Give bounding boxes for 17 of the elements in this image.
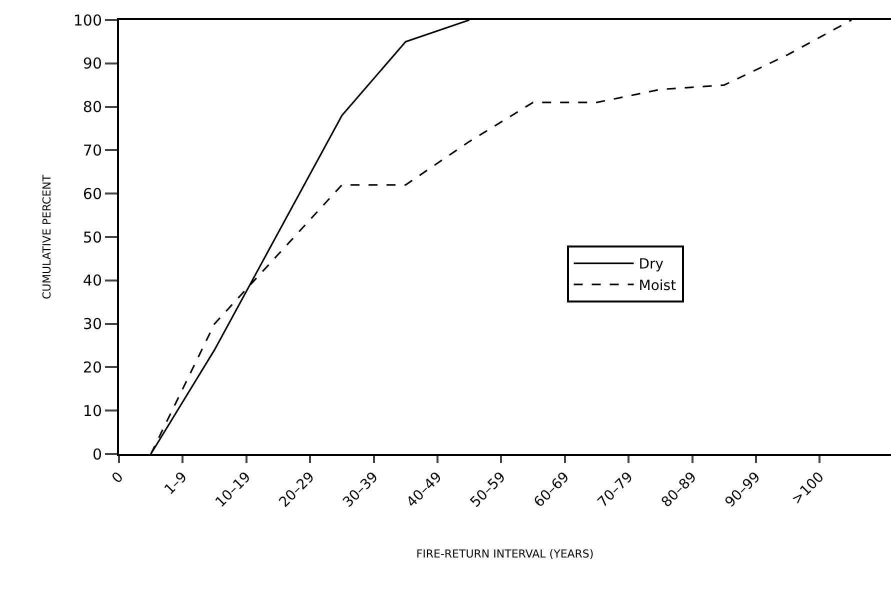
y-tick-label: 10: [82, 402, 102, 420]
y-tick-label: 0: [92, 445, 102, 464]
y-tick-label: 70: [82, 141, 102, 160]
x-tick-label: 1–9: [162, 469, 190, 498]
y-tick-label: 50: [82, 228, 102, 246]
legend-label: Moist: [638, 278, 677, 294]
y-tick-label: 30: [82, 315, 102, 334]
y-tick-label: 90: [82, 54, 102, 73]
x-tick-label: 0: [109, 469, 127, 487]
y-tick-label: 80: [82, 98, 102, 116]
y-axis-title: CUMULATIVE PERCENT: [40, 174, 54, 300]
y-tick-label: 20: [82, 358, 102, 376]
y-tick-label: 60: [82, 184, 102, 203]
legend-label: Dry: [638, 256, 664, 273]
x-axis-title: FIRE-RETURN INTERVAL (YEARS): [416, 547, 594, 560]
y-tick-label: 40: [82, 272, 102, 290]
y-tick-label: 100: [73, 11, 102, 30]
